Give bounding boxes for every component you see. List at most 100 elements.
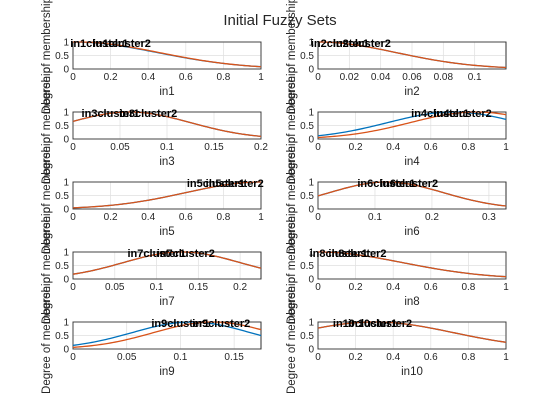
x-tick-label: 0.15 <box>204 142 224 153</box>
x-tick-label: 1 <box>258 212 264 223</box>
y-tick-label: 0 <box>63 205 69 216</box>
y-tick-label: 1 <box>63 318 69 329</box>
x-axis-label: in2 <box>404 86 419 98</box>
x-tick-label: 0.2 <box>104 72 118 83</box>
y-axis-label: Degree of membership <box>286 0 298 114</box>
x-tick-label: 0.2 <box>104 212 118 223</box>
x-tick-label: 0.3 <box>482 212 496 223</box>
x-tick-label: 0.05 <box>105 282 125 293</box>
y-tick-label: 0 <box>63 65 69 76</box>
y-tick-label: 0.5 <box>300 121 314 132</box>
membership-curve-2 <box>72 181 262 209</box>
membership-curve-2 <box>72 111 262 137</box>
x-tick-label: 0.8 <box>461 352 475 363</box>
x-tick-label: 0.1 <box>173 352 187 363</box>
cluster-label-2: in8cluster2 <box>328 248 386 260</box>
y-tick-label: 1 <box>63 248 69 259</box>
x-tick-label: 0 <box>315 212 321 223</box>
y-tick-label: 0.5 <box>55 121 69 132</box>
x-tick-label: 0 <box>70 142 76 153</box>
axes-frame <box>317 111 507 140</box>
membership-curve-1 <box>317 111 507 137</box>
y-axis-label: Degree of membership <box>41 277 53 394</box>
cluster-label-2: in6cluster2 <box>380 178 438 190</box>
x-tick-label: 0.06 <box>402 72 422 83</box>
y-axis-label: Degree of membership <box>286 67 298 184</box>
x-tick-label: 0.8 <box>461 142 475 153</box>
y-tick-label: 0 <box>308 135 314 146</box>
y-axis-label: Degree of membership <box>41 0 53 114</box>
cluster-label-1: in6cluster1 <box>357 178 415 190</box>
x-tick-label: 0.2 <box>425 212 439 223</box>
x-tick-label: 0.4 <box>141 212 155 223</box>
cluster-label-2: in3cluster2 <box>119 108 177 120</box>
x-axis-label: in5 <box>159 226 174 238</box>
y-tick-label: 0.5 <box>300 261 314 272</box>
axes-frame <box>317 321 507 350</box>
x-tick-label: 0 <box>70 72 76 83</box>
y-axis-label: Degree of membership <box>41 67 53 184</box>
x-tick-label: 0 <box>315 72 321 83</box>
x-axis-label: in7 <box>159 296 174 308</box>
axes-frame <box>317 41 507 70</box>
y-axis-label: Degree of membership <box>286 207 298 324</box>
x-axis-label: in8 <box>404 296 419 308</box>
x-tick-label: 1 <box>258 72 264 83</box>
x-tick-label: 0 <box>315 142 321 153</box>
y-tick-label: 0.5 <box>55 331 69 342</box>
y-tick-label: 1 <box>308 248 314 259</box>
x-tick-label: 0.2 <box>254 142 268 153</box>
x-axis-label: in1 <box>159 86 174 98</box>
cluster-label-1: in9cluster1 <box>151 318 209 330</box>
x-tick-label: 0.6 <box>179 72 193 83</box>
cluster-label-2: in2cluster2 <box>333 38 391 50</box>
axes-frame <box>72 181 262 210</box>
cluster-label-2: in5cluster2 <box>206 178 264 190</box>
x-tick-label: 0.4 <box>141 72 155 83</box>
membership-curve-2 <box>72 321 262 348</box>
y-tick-label: 0.5 <box>55 191 69 202</box>
cluster-label-2: in7cluster2 <box>157 248 215 260</box>
x-tick-label: 0.6 <box>424 282 438 293</box>
cluster-label-1: in8cluster1 <box>310 248 368 260</box>
x-tick-label: 0.1 <box>150 282 164 293</box>
x-tick-label: 0 <box>70 212 76 223</box>
figure-title: Initial Fuzzy Sets <box>223 12 336 29</box>
y-tick-label: 0.5 <box>55 51 69 62</box>
cluster-label-2: in10cluster2 <box>348 318 412 330</box>
x-tick-label: 0.4 <box>386 352 400 363</box>
membership-curve-2 <box>317 251 507 278</box>
y-tick-label: 1 <box>308 108 314 119</box>
y-tick-label: 1 <box>308 178 314 189</box>
y-tick-label: 0.5 <box>300 51 314 62</box>
x-axis-label: in10 <box>401 366 423 378</box>
x-tick-label: 0.6 <box>424 142 438 153</box>
y-tick-label: 1 <box>63 108 69 119</box>
x-tick-label: 0 <box>70 282 76 293</box>
y-tick-label: 0.5 <box>300 191 314 202</box>
x-axis-label: in9 <box>159 366 174 378</box>
cluster-label-1: in3cluster1 <box>82 108 140 120</box>
x-tick-label: 0.4 <box>386 142 400 153</box>
y-tick-label: 0.5 <box>55 261 69 272</box>
x-tick-label: 0 <box>70 352 76 363</box>
y-tick-label: 0 <box>63 135 69 146</box>
x-tick-label: 0.2 <box>349 142 363 153</box>
x-tick-label: 0.2 <box>349 282 363 293</box>
y-axis-label: Degree of membership <box>286 137 298 254</box>
membership-curve-2 <box>317 181 507 207</box>
x-tick-label: 0.2 <box>233 282 247 293</box>
x-tick-label: 0 <box>315 282 321 293</box>
x-tick-label: 0.1 <box>160 142 174 153</box>
cluster-label-2: in9cluster2 <box>192 318 250 330</box>
cluster-label-1: in1cluster1 <box>70 38 128 50</box>
cluster-label-1: in2cluster1 <box>311 38 369 50</box>
x-tick-label: 0.4 <box>386 282 400 293</box>
y-tick-label: 1 <box>63 178 69 189</box>
